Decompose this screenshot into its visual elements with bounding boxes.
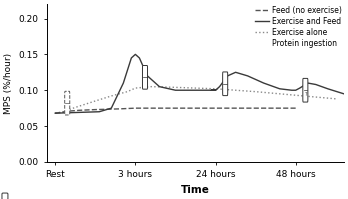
FancyBboxPatch shape <box>303 78 308 102</box>
X-axis label: Time: Time <box>181 185 210 195</box>
Y-axis label: MPS (%/hour): MPS (%/hour) <box>4 53 13 114</box>
FancyBboxPatch shape <box>65 91 70 115</box>
FancyBboxPatch shape <box>142 65 148 89</box>
Legend: Feed (no exercise), Exercise and Feed, Exercise alone, Protein ingestion: Feed (no exercise), Exercise and Feed, E… <box>253 5 343 50</box>
Text: ?: ? <box>305 92 308 97</box>
FancyBboxPatch shape <box>223 72 228 96</box>
